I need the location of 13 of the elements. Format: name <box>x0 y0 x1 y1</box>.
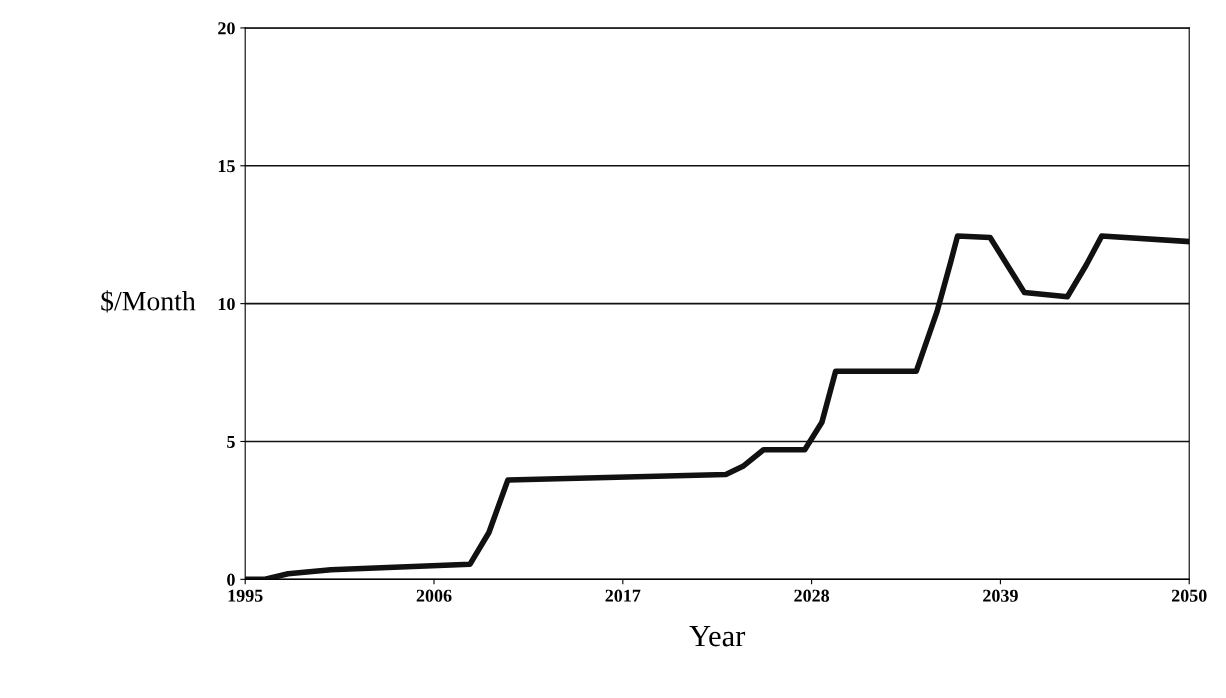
x-tick-label: 1995 <box>228 589 263 602</box>
y-axis-title: $/Month <box>101 290 196 313</box>
y-tick-label: 0 <box>227 573 235 586</box>
y-tick-label: 10 <box>218 297 235 311</box>
x-tick-label: 2028 <box>794 589 830 602</box>
x-axis-title: Year <box>689 626 746 647</box>
x-tick-label: 2006 <box>416 589 452 602</box>
x-tick-label: 2017 <box>605 589 641 602</box>
y-tick-label: 15 <box>218 160 235 173</box>
y-tick-label: 20 <box>218 22 235 35</box>
y-tick-label: 5 <box>227 435 235 448</box>
x-tick-label: 2050 <box>1171 589 1207 602</box>
x-tick-label: 2039 <box>983 589 1018 602</box>
